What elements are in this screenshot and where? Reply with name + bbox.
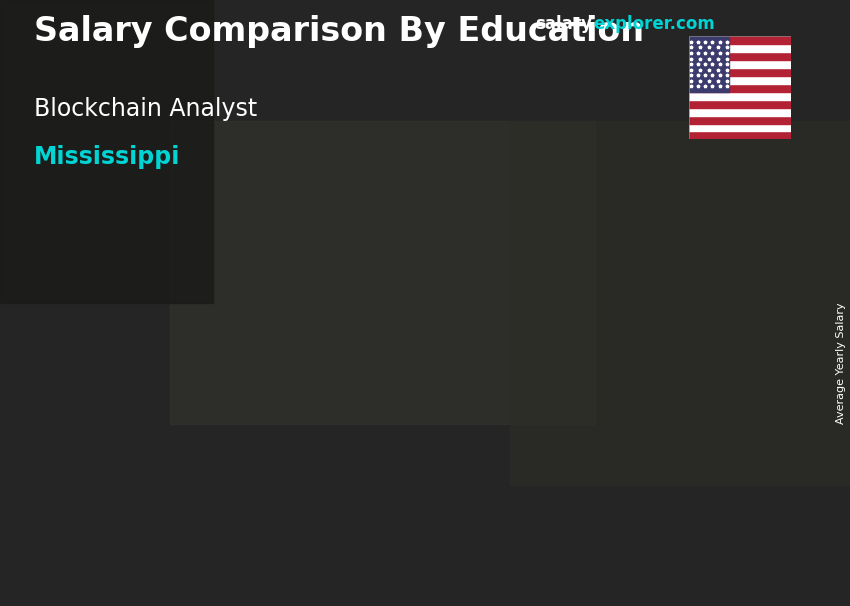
Bar bbox=[119, 394, 204, 521]
Bar bbox=[688, 60, 790, 68]
Bar bbox=[688, 124, 790, 132]
Bar bbox=[0, 0, 212, 303]
Polygon shape bbox=[374, 375, 384, 521]
Bar bbox=[688, 116, 790, 124]
Text: +15%: +15% bbox=[201, 315, 292, 343]
Text: 69,500 USD: 69,500 USD bbox=[180, 378, 280, 393]
Bar bbox=[170, 121, 595, 424]
Polygon shape bbox=[714, 273, 724, 521]
Text: Average Yearly Salary: Average Yearly Salary bbox=[836, 303, 846, 424]
Bar bbox=[688, 92, 790, 100]
Polygon shape bbox=[459, 325, 554, 331]
Polygon shape bbox=[544, 325, 554, 521]
Bar bbox=[688, 108, 790, 116]
Bar bbox=[688, 84, 790, 92]
Text: 118,000 USD: 118,000 USD bbox=[510, 278, 620, 293]
Text: explorer.com: explorer.com bbox=[593, 15, 715, 33]
Bar bbox=[629, 273, 714, 521]
Bar bbox=[688, 36, 729, 92]
Bar bbox=[688, 52, 790, 60]
Text: salary: salary bbox=[536, 15, 592, 33]
Polygon shape bbox=[119, 394, 214, 399]
Bar bbox=[688, 100, 790, 108]
Text: +35%: +35% bbox=[371, 247, 462, 276]
Bar bbox=[688, 44, 790, 52]
Bar bbox=[688, 68, 790, 76]
Text: Salary Comparison By Education: Salary Comparison By Education bbox=[34, 15, 644, 48]
Polygon shape bbox=[629, 273, 724, 282]
Bar bbox=[459, 325, 544, 521]
Bar bbox=[688, 36, 790, 44]
Polygon shape bbox=[289, 375, 384, 380]
Bar bbox=[688, 132, 790, 139]
Text: +26%: +26% bbox=[541, 201, 632, 228]
Bar bbox=[289, 375, 374, 521]
Bar bbox=[510, 121, 850, 485]
Text: Mississippi: Mississippi bbox=[34, 145, 180, 170]
Bar bbox=[688, 76, 790, 84]
Text: 60,500 USD: 60,500 USD bbox=[10, 396, 111, 411]
Text: 93,600 USD: 93,600 USD bbox=[350, 328, 450, 344]
Text: Blockchain Analyst: Blockchain Analyst bbox=[34, 97, 258, 121]
Polygon shape bbox=[204, 394, 214, 521]
